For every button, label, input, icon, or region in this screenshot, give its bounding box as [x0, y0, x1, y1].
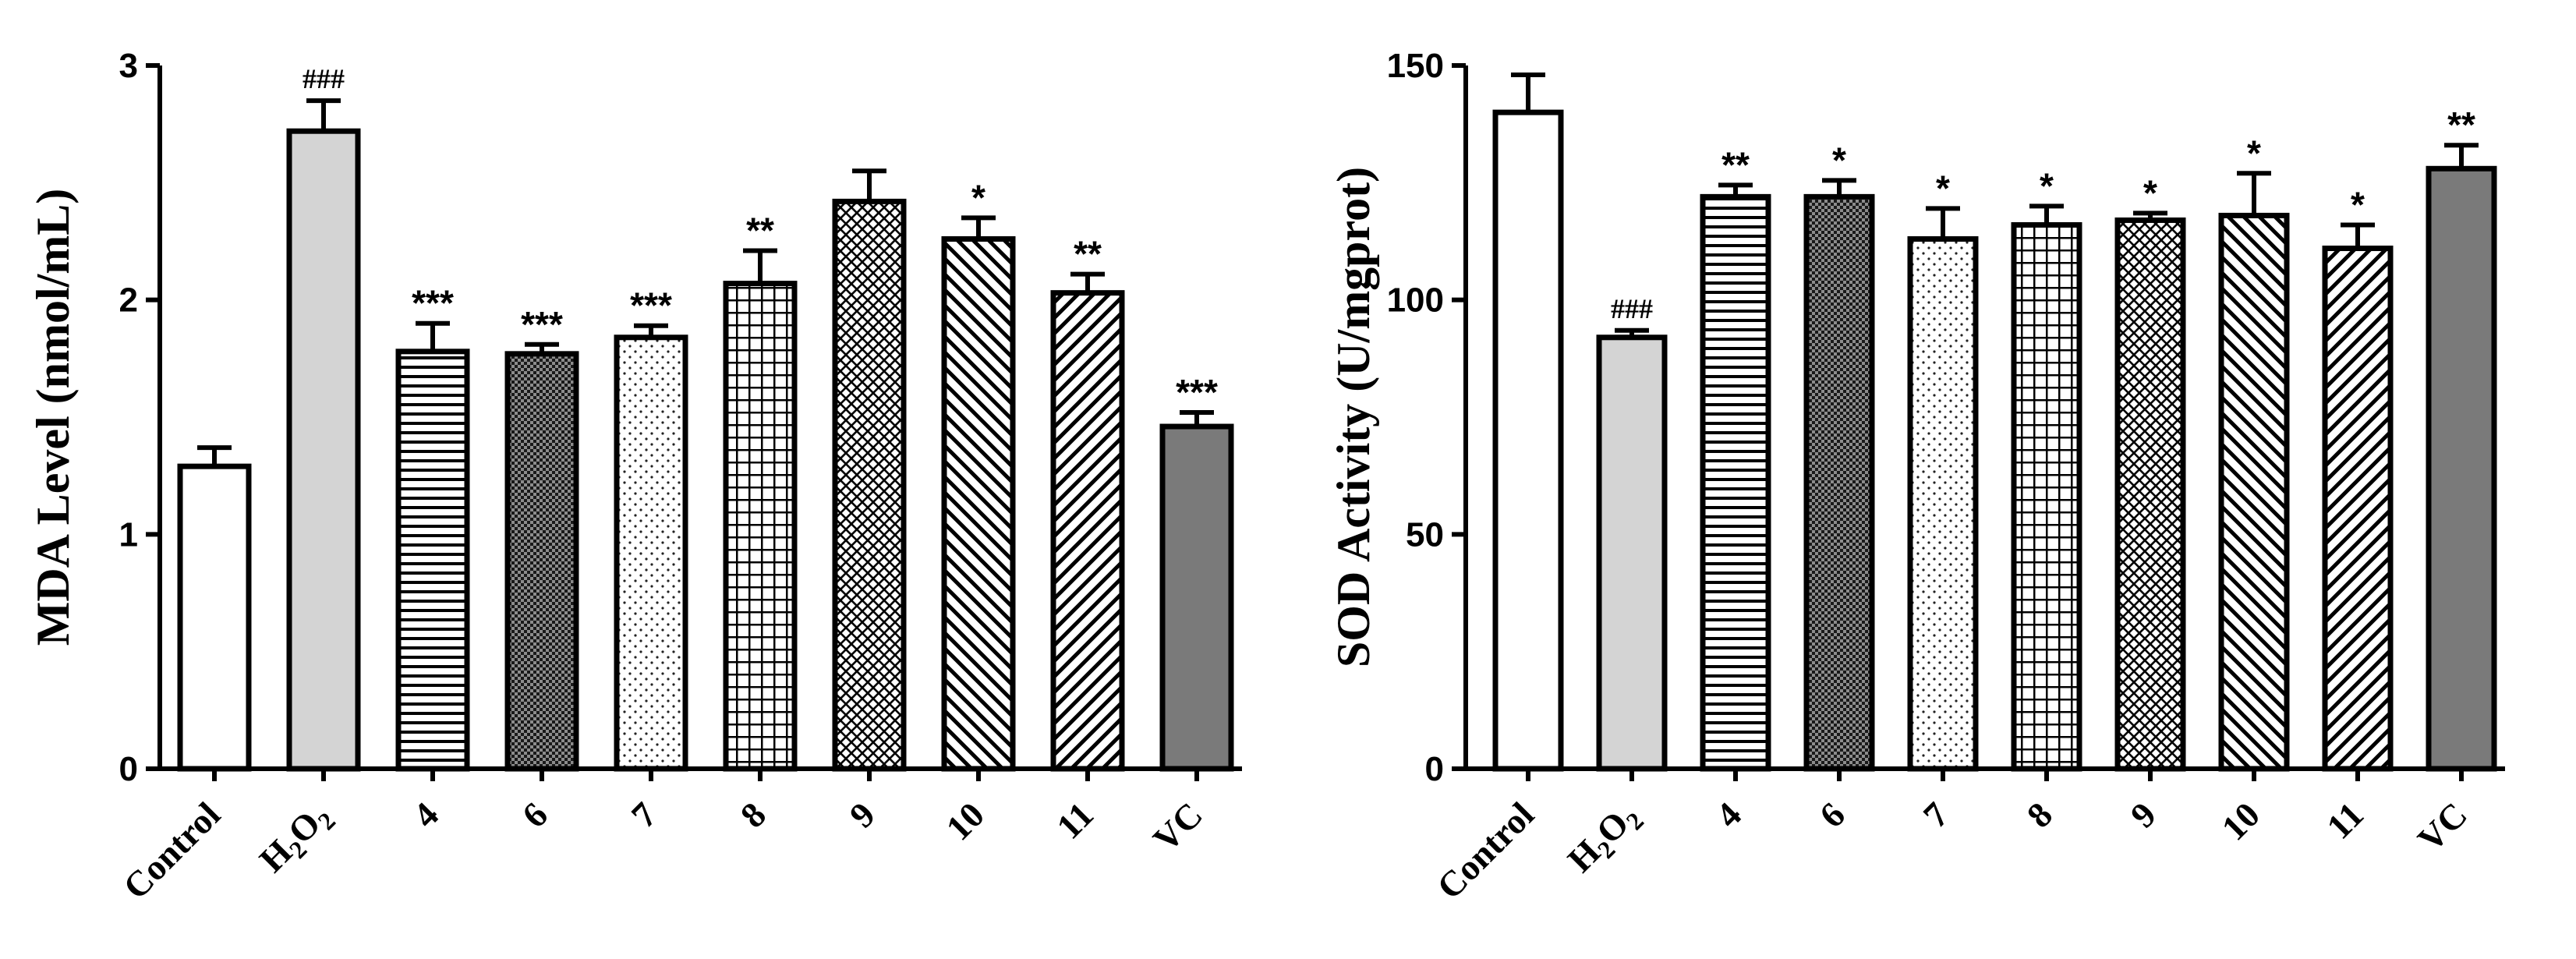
significance-label: ### — [1611, 293, 1653, 324]
bar-10 — [2218, 212, 2290, 772]
significance-label: * — [2351, 184, 2365, 225]
x-tick-label: Control — [1429, 794, 1541, 907]
bar-11 — [2322, 246, 2394, 772]
x-tick-label: VC — [2410, 794, 2475, 859]
x-tick-label: 10 — [938, 794, 992, 848]
x-tick-label: VC — [1145, 794, 1210, 859]
bar-6 — [1803, 193, 1875, 772]
x-tick-label: 9 — [2123, 794, 2164, 835]
significance-label: *** — [630, 285, 672, 326]
y-tick-label: 0 — [119, 750, 138, 788]
x-tick-label: 8 — [733, 794, 773, 835]
significance-label: * — [971, 177, 985, 218]
sod-chart: 0 50 100 150 SOD Activity (U/mgprot) Control #… — [1328, 47, 2505, 907]
x-tick-label: 8 — [2019, 794, 2060, 835]
x-tick-label: 6 — [515, 794, 555, 835]
x-tick-label: 11 — [1049, 794, 1101, 847]
bar-11 — [1050, 290, 1125, 772]
x-tick-label: 6 — [1812, 794, 1852, 835]
bar-4 — [1700, 193, 1771, 772]
bar-vc — [1159, 423, 1234, 772]
bar-control — [177, 463, 252, 772]
y-axis-title: SOD Activity (U/mgprot) — [1328, 167, 1379, 667]
y-tick-label: 1 — [119, 515, 138, 554]
significance-label: ** — [1074, 234, 1102, 274]
significance-label: * — [2143, 172, 2157, 213]
bar-control — [1492, 109, 1564, 772]
significance-label: ### — [303, 63, 345, 94]
bar-6 — [504, 351, 579, 772]
bar-8 — [2011, 221, 2082, 772]
x-tick-label: H2O2 — [1560, 794, 1649, 883]
x-tick-label: 7 — [624, 794, 664, 835]
bar-7 — [614, 334, 688, 772]
bar-9 — [832, 198, 907, 772]
bar-9 — [2114, 217, 2186, 772]
y-tick-label: 0 — [1425, 750, 1444, 788]
x-tick-label: Control — [115, 794, 228, 907]
significance-label: * — [1936, 168, 1950, 208]
significance-label: *** — [521, 304, 563, 345]
y-tick-label: 3 — [119, 47, 138, 85]
significance-label: * — [2040, 165, 2054, 206]
significance-label: * — [1832, 140, 1846, 180]
x-tick-label: 4 — [405, 794, 446, 835]
significance-label: ** — [746, 211, 774, 251]
bar-vc — [2426, 165, 2497, 772]
bar-10 — [941, 235, 1016, 772]
significance-label: ** — [2447, 104, 2475, 145]
y-axis-title: MDA Level (nmol/mL) — [27, 189, 79, 646]
x-tick-label: 11 — [2319, 794, 2371, 847]
significance-label: * — [2247, 133, 2261, 173]
significance-label: *** — [412, 283, 454, 324]
x-tick-label: 9 — [842, 794, 883, 835]
y-tick-label: 50 — [1406, 515, 1444, 554]
y-tick-label: 150 — [1387, 47, 1444, 85]
significance-label: ** — [1721, 144, 1750, 185]
bar-8 — [723, 281, 798, 772]
bar-h2o2 — [1596, 334, 1668, 772]
x-tick-label: 7 — [1916, 794, 1956, 835]
bar-4 — [395, 349, 470, 772]
bar-7 — [1907, 235, 1979, 772]
x-tick-label: 10 — [2213, 794, 2267, 848]
significance-label: *** — [1176, 372, 1218, 412]
x-tick-label: 4 — [1708, 794, 1749, 835]
y-tick-label: 100 — [1387, 281, 1444, 320]
y-tick-label: 2 — [119, 281, 138, 320]
bar-h2o2 — [286, 128, 361, 772]
x-tick-label: H2O2 — [252, 794, 341, 883]
